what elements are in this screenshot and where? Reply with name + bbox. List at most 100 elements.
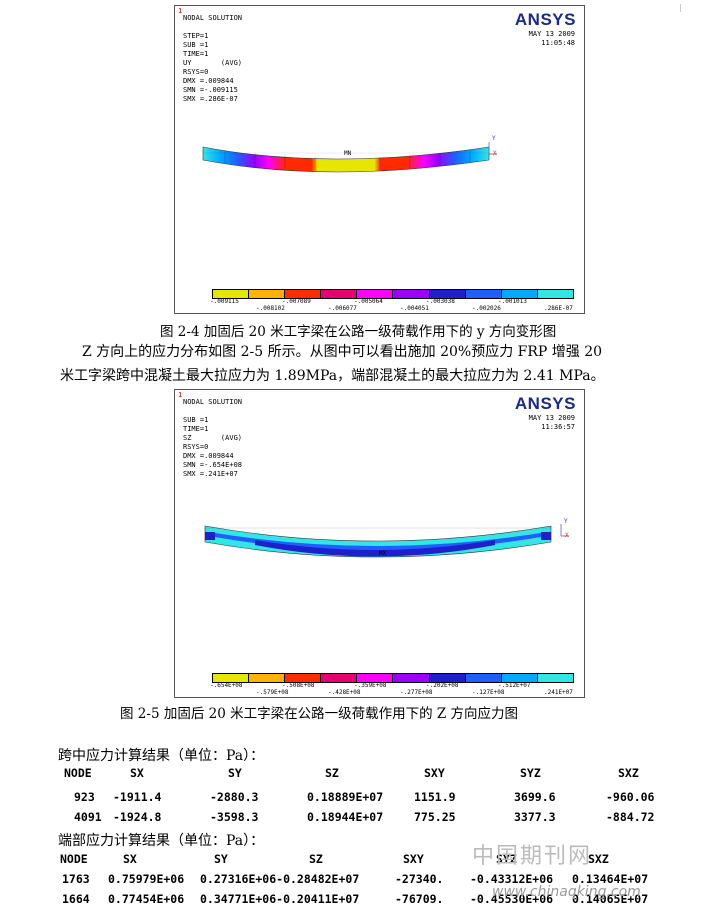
figure-caption-2-5: 图 2-5 加固后 20 米工字梁在公路一级荷载作用下的 Z 方向应力图	[120, 706, 519, 722]
column-header: SZ	[325, 766, 339, 780]
legend-swatch	[285, 674, 322, 682]
paragraph-line-1: Z 方向上的应力分布如图 2-5 所示。从图中可以看出施加 20%预应力 FRP…	[82, 344, 603, 360]
legend-swatch	[537, 674, 573, 682]
watermark-url: www.chinaqking.com	[492, 884, 641, 900]
corner-mark-left	[30, 4, 38, 12]
legend-label: -.654E+08	[210, 682, 243, 689]
axis-x-label: X	[493, 150, 497, 157]
column-header: NODE	[64, 766, 92, 780]
end-stress-title: 端部应力计算结果（单位：Pa）：	[58, 833, 265, 849]
legend-label: .286E-07	[544, 305, 573, 312]
legend-label: -.579E+08	[256, 689, 289, 696]
beam-deformation-plot	[202, 142, 497, 173]
legend-label: -.359E+08	[354, 682, 387, 689]
nodal-solution-info: NODAL SOLUTION SUB =1 TIME=1 SZ (AVG) RS…	[183, 398, 243, 478]
end-stress-table: NODE SX SY SZ SXY SYZ SXZ 1763 0.75979E+06 0.2731…	[0, 852, 701, 910]
column-header: SY	[214, 852, 228, 866]
legend-label: -.002026	[472, 305, 501, 312]
mn-marker: MN	[344, 150, 352, 157]
table-cell: -0.45530E+06	[470, 892, 554, 906]
legend-swatch	[357, 290, 394, 298]
legend-swatch	[249, 674, 286, 682]
table-cell: -1911.4	[113, 790, 162, 804]
column-header: SXZ	[618, 766, 639, 780]
table-cell: 923	[74, 790, 95, 804]
figure-caption-2-4: 图 2-4 加固后 20 米工字梁在公路一级荷载作用下的 y 方向变形图	[160, 324, 557, 340]
legend-swatch	[537, 290, 573, 298]
legend-swatch	[465, 674, 502, 682]
legend-label: -.007089	[282, 298, 311, 305]
table-cell: 3377.3	[514, 810, 556, 824]
legend-label: -.508E+08	[282, 682, 315, 689]
legend-swatch	[393, 674, 430, 682]
table-cell: 0.75979E+06	[108, 872, 185, 886]
legend-label: -.004051	[400, 305, 429, 312]
column-header: NODE	[60, 852, 88, 866]
legend-swatch	[213, 674, 250, 682]
legend-label: -.277E+08	[400, 689, 433, 696]
watermark-site-name: 中国期刊网	[472, 844, 593, 869]
ansys-logo: ANSYS	[514, 10, 576, 29]
legend-label: -.202E+08	[426, 682, 459, 689]
legend-label: -.001013	[498, 298, 527, 305]
frame-number: 1	[178, 391, 183, 399]
ansys-figure-uy: 1 NODAL SOLUTION STEP=1 SUB =1 TIME=1 UY…	[174, 5, 585, 314]
timestamp: MAY 13 2009 11:36:57	[528, 414, 575, 431]
legend-label: -.006077	[328, 305, 357, 312]
corner-mark-right	[680, 4, 681, 12]
column-header: SYZ	[520, 766, 541, 780]
legend-swatch	[501, 290, 538, 298]
table-cell: 0.18889E+07	[307, 790, 384, 804]
legend-color-bar	[212, 673, 574, 683]
legend-label: -.428E+08	[328, 689, 361, 696]
column-header: SXY	[424, 766, 445, 780]
table-cell: 0.14065E+07	[572, 892, 649, 906]
table-cell: -76709.	[395, 892, 444, 906]
column-header: SXZ	[588, 852, 609, 866]
ansys-logo: ANSYS	[514, 394, 576, 413]
midspan-stress-table: NODE SX SY SZ SXY SYZ SXZ 923 -1911.4 -2880.3 0.18…	[0, 766, 701, 826]
legend-label: -.005064	[354, 298, 383, 305]
legend-swatch	[213, 290, 250, 298]
table-cell: 0.27316E+06-0.28482E+07	[200, 872, 360, 886]
timestamp: MAY 13 2009 11:05:48	[528, 30, 575, 47]
table-cell: 775.25	[414, 810, 456, 824]
column-header: SZ	[309, 852, 323, 866]
column-header: SX	[123, 852, 137, 866]
legend-swatch	[465, 290, 502, 298]
legend-swatch	[357, 674, 394, 682]
legend-label: -.009115	[210, 298, 239, 305]
legend-swatch	[429, 290, 466, 298]
axis-y-label: Y	[492, 135, 496, 142]
column-header: SX	[130, 766, 144, 780]
legend-swatch	[285, 290, 322, 298]
table-cell: 0.34771E+06-0.20411E+07	[200, 892, 360, 906]
column-header: SYZ	[496, 852, 517, 866]
legend-label: -.127E+08	[472, 689, 505, 696]
table-cell: -27340.	[395, 872, 444, 886]
table-cell: -2880.3	[210, 790, 259, 804]
column-header: SY	[228, 766, 242, 780]
axis-x-label: X	[565, 532, 569, 539]
table-cell: -1924.8	[113, 810, 162, 824]
beam-stress-plot	[204, 524, 569, 558]
table-cell: 0.13464E+07	[572, 872, 649, 886]
table-cell: 1151.9	[414, 790, 456, 804]
legend-label: -.512E+07	[498, 682, 531, 689]
frame-number: 1	[178, 7, 183, 15]
table-cell: -960.06	[606, 790, 655, 804]
legend-color-bar	[212, 289, 574, 299]
legend-label: .241E+07	[544, 689, 573, 696]
table-cell: 1763	[62, 872, 90, 886]
legend-label: -.003038	[426, 298, 455, 305]
table-cell: 4091	[74, 810, 102, 824]
legend-swatch	[393, 290, 430, 298]
mx-marker: MX	[379, 550, 387, 557]
table-cell: 0.77454E+06	[108, 892, 185, 906]
axis-y-label: Y	[564, 518, 568, 525]
ansys-figure-sz: 1 NODAL SOLUTION SUB =1 TIME=1 SZ (AVG) …	[174, 389, 585, 698]
table-cell: 1664	[62, 892, 90, 906]
legend-swatch	[429, 674, 466, 682]
legend-swatch	[501, 674, 538, 682]
table-cell: 3699.6	[514, 790, 556, 804]
